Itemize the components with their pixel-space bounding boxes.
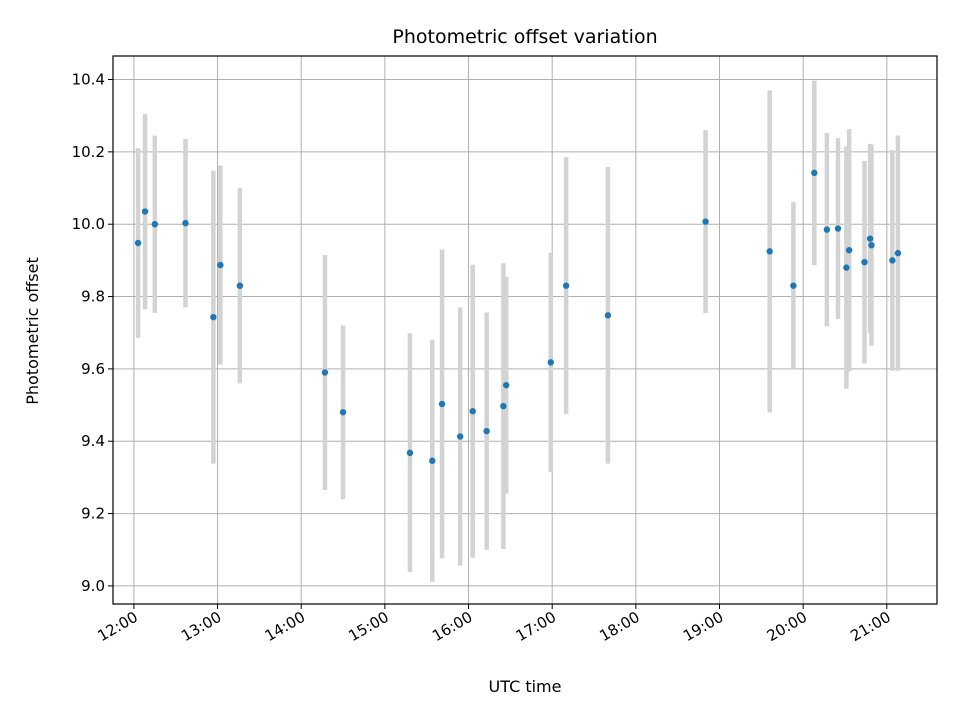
y-tick-label: 10.4 xyxy=(72,71,105,89)
data-point xyxy=(843,264,850,271)
data-point xyxy=(406,449,414,457)
data-point xyxy=(889,257,896,264)
grid xyxy=(113,56,937,604)
data-point xyxy=(151,220,159,228)
data-point xyxy=(790,282,797,289)
y-tick-label: 10.0 xyxy=(72,215,105,233)
data-point xyxy=(321,369,329,376)
data-point xyxy=(868,241,875,249)
data-point xyxy=(562,282,570,289)
data-point xyxy=(811,169,818,177)
y-tick-label: 9.2 xyxy=(81,505,105,523)
data-point xyxy=(502,381,510,389)
data-point xyxy=(702,218,709,225)
chart-title: Photometric offset variation xyxy=(392,26,657,48)
data-point xyxy=(766,248,773,255)
y-tick-label: 9.8 xyxy=(81,288,105,306)
data-point xyxy=(339,409,347,416)
y-tick-label: 9.6 xyxy=(81,360,105,378)
y-axis-ticks: 9.0 9.2 9.4 9.6 9.8 10.0 10.2 10.4 xyxy=(72,71,113,595)
data-point xyxy=(483,427,490,435)
data-point xyxy=(604,312,612,319)
data-point xyxy=(547,359,554,366)
data-point xyxy=(894,249,902,257)
data-point xyxy=(141,208,149,215)
data-point xyxy=(861,258,868,266)
data-point xyxy=(866,235,874,242)
y-tick-label: 9.0 xyxy=(81,577,105,595)
data-point xyxy=(134,239,142,247)
plot-frame xyxy=(112,55,938,605)
data-point xyxy=(469,408,476,415)
data-point xyxy=(500,402,507,410)
data-point xyxy=(210,313,217,321)
data-point xyxy=(456,433,464,440)
data-point xyxy=(182,219,189,227)
data-point xyxy=(438,400,446,408)
data-point xyxy=(429,457,436,464)
data-points xyxy=(134,169,902,464)
y-tick-label: 10.2 xyxy=(72,143,105,161)
y-tick-label: 9.4 xyxy=(81,432,105,450)
data-point xyxy=(845,247,853,254)
data-point xyxy=(834,225,842,232)
data-point xyxy=(823,226,831,233)
data-point xyxy=(236,282,244,289)
y-axis-title: Photometric offset xyxy=(23,257,42,405)
x-axis-title: UTC time xyxy=(489,677,562,696)
data-point xyxy=(217,261,224,269)
